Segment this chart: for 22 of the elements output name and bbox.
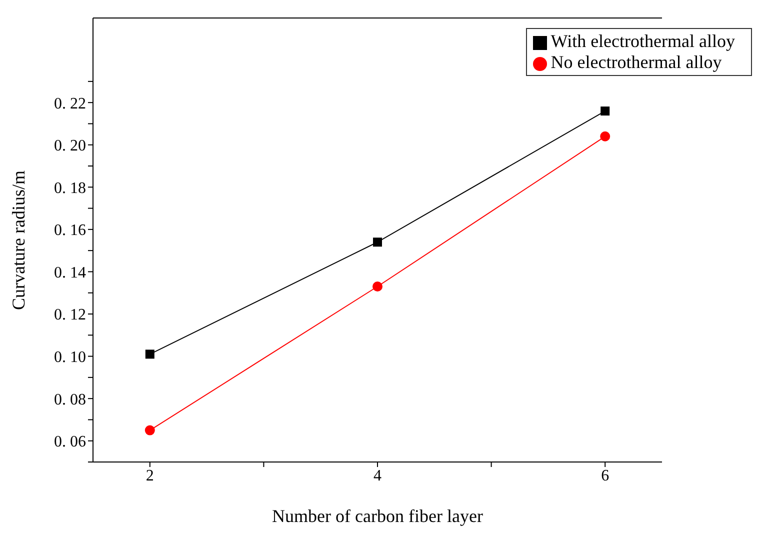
y-tick-label: 0. 10 xyxy=(54,348,86,366)
point xyxy=(144,425,155,436)
y-tick-label: 0. 16 xyxy=(54,222,86,240)
point xyxy=(372,282,382,292)
x-tick-label: 4 xyxy=(374,467,382,484)
legend-label: With electrothermal alloy xyxy=(550,31,735,51)
x-tick-label: 2 xyxy=(146,467,154,484)
y-tick-label: 0. 22 xyxy=(54,95,86,112)
y-tick-label: 0. 08 xyxy=(54,391,86,408)
y-tick-label: 0. 14 xyxy=(54,264,86,282)
point xyxy=(145,350,154,359)
point xyxy=(600,106,610,116)
y-tick-label: 0. 12 xyxy=(54,306,86,324)
y-tick-label: 0. 20 xyxy=(54,138,86,155)
y-tick-label: 0. 06 xyxy=(54,434,86,451)
y-tick-label: 0. 18 xyxy=(54,180,86,197)
y-axis-title: Curvature radius/m xyxy=(8,170,28,310)
x-tick-label: 6 xyxy=(601,467,610,484)
point xyxy=(373,238,382,247)
legend-label: No electrothermal alloy xyxy=(550,52,722,72)
x-axis-title: Number of carbon fiber layer xyxy=(272,506,483,526)
point xyxy=(600,131,610,142)
